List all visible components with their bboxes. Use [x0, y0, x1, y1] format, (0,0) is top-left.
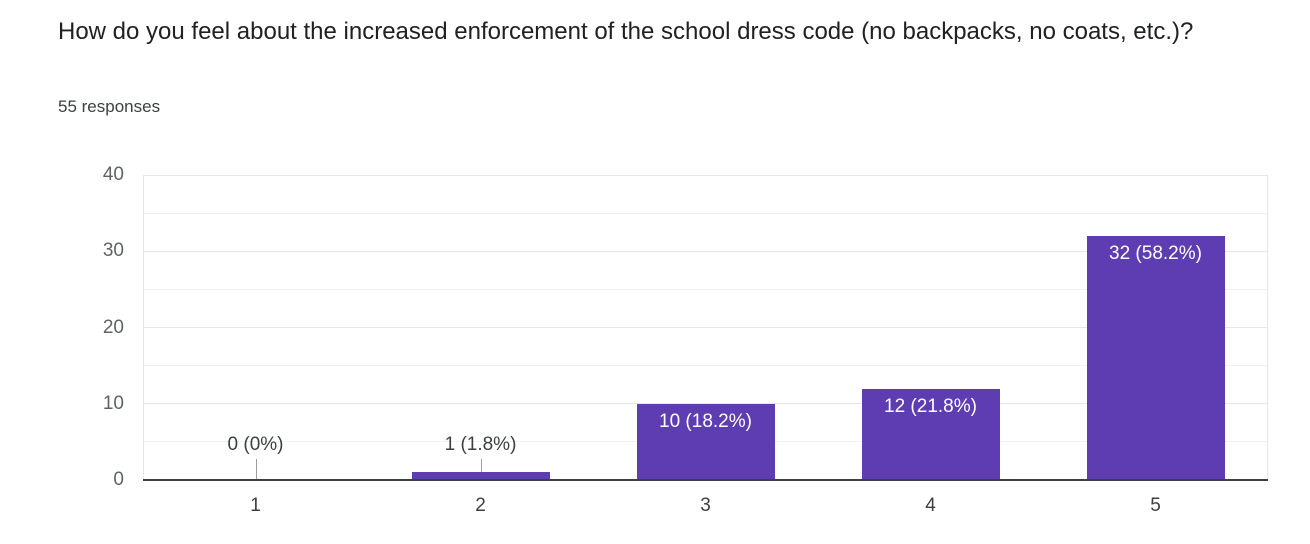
bar-value-label: 0 (0%) — [227, 434, 284, 455]
gridline-major — [143, 250, 1268, 252]
bar-value-label: 1 (1.8%) — [444, 434, 517, 455]
gridline-major — [143, 403, 1268, 405]
y-axis-tick-label: 10 — [102, 392, 124, 414]
bar[interactable] — [861, 388, 1000, 480]
gridline-major — [143, 174, 1268, 176]
x-axis-tick-label: 1 — [250, 495, 261, 516]
bar-value-label: 12 (21.8%) — [884, 395, 977, 417]
gridline-minor — [143, 288, 1268, 290]
bar[interactable] — [411, 472, 550, 480]
annotation-stem — [480, 459, 482, 473]
x-axis-baseline — [143, 479, 1268, 481]
y-axis-tick-label: 20 — [102, 316, 124, 338]
x-axis-tick-label: 5 — [1150, 495, 1161, 516]
x-axis-tick-label: 3 — [700, 495, 711, 516]
gridline-minor — [143, 365, 1268, 367]
y-axis-tick-label: 0 — [113, 469, 124, 490]
y-axis-tick-label: 30 — [102, 240, 124, 262]
bar[interactable] — [636, 403, 775, 481]
annotation-stem — [255, 459, 257, 480]
bar[interactable] — [1086, 236, 1225, 480]
bar-value-label: 10 (18.2%) — [659, 410, 752, 432]
gridline-minor — [143, 212, 1268, 214]
question-title: How do you feel about the increased enfo… — [58, 18, 1194, 45]
bar-value-label: 32 (58.2%) — [1109, 243, 1202, 264]
x-axis-tick-label: 4 — [925, 495, 936, 516]
y-axis-tick-label: 40 — [102, 164, 124, 185]
plot-border-right — [1267, 175, 1268, 480]
responses-count: 55 responses — [58, 97, 161, 116]
x-axis-tick-label: 2 — [475, 495, 486, 516]
plot-border-left — [143, 175, 144, 480]
gridline-major — [143, 327, 1268, 328]
